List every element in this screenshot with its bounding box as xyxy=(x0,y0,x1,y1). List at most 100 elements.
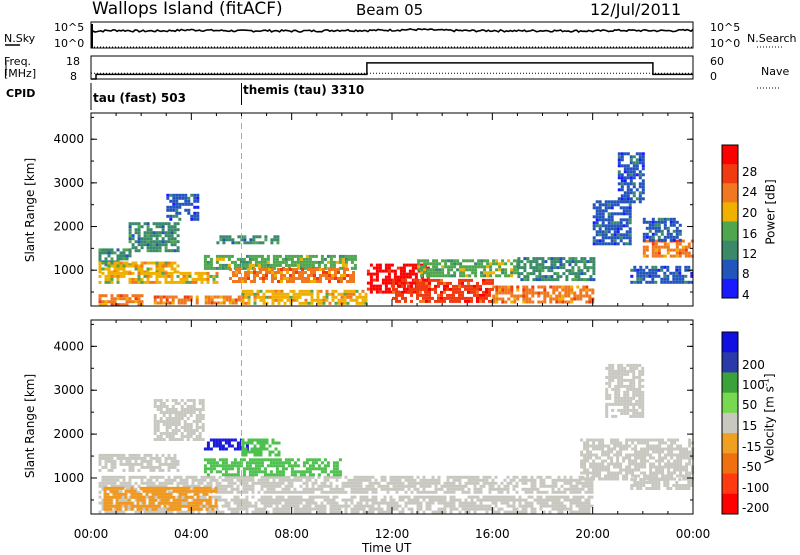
power-cell xyxy=(643,233,646,236)
velocity-cell xyxy=(219,499,222,502)
power-cell xyxy=(611,239,614,242)
power-cell xyxy=(403,273,406,276)
power-cell xyxy=(667,230,670,233)
velocity-cell xyxy=(172,405,175,408)
power-cell xyxy=(147,225,150,228)
power-cell xyxy=(251,293,254,296)
power-cell xyxy=(652,255,655,258)
velocity-cell xyxy=(189,476,192,479)
velocity-cell xyxy=(622,457,625,460)
power-cell xyxy=(599,218,602,221)
velocity-cell xyxy=(528,488,531,491)
velocity-cell xyxy=(375,508,378,511)
power-cell xyxy=(675,281,678,284)
velocity-cell xyxy=(640,457,643,460)
power-cell xyxy=(153,240,156,243)
velocity-cell xyxy=(140,487,143,490)
power-cell xyxy=(291,255,294,258)
power-cell xyxy=(642,197,645,200)
power-cell xyxy=(419,282,422,285)
power-cell xyxy=(169,296,172,299)
velocity-cell xyxy=(105,460,108,463)
velocity-cell xyxy=(168,466,171,469)
velocity-cell xyxy=(610,463,613,466)
power-cell xyxy=(642,182,645,185)
velocity-cell xyxy=(147,482,150,485)
power-cell xyxy=(538,257,541,260)
velocity-cell xyxy=(351,485,354,488)
velocity-cell xyxy=(141,479,144,482)
power-cell xyxy=(388,276,391,279)
velocity-cell xyxy=(318,511,321,514)
velocity-cell xyxy=(582,496,585,499)
velocity-cell xyxy=(261,485,264,488)
velocity-cell xyxy=(114,482,117,485)
velocity-cell xyxy=(108,457,111,460)
velocity-cell xyxy=(564,491,567,494)
velocity-cell xyxy=(198,511,201,514)
power-cell xyxy=(342,258,345,261)
velocity-cell xyxy=(468,505,471,508)
power-cell xyxy=(504,268,507,271)
velocity-cell xyxy=(237,502,240,505)
velocity-cell xyxy=(429,505,432,508)
velocity-cell xyxy=(204,479,207,482)
velocity-cell xyxy=(399,479,402,482)
velocity-cell xyxy=(123,457,126,460)
velocity-cell xyxy=(237,496,240,499)
velocity-cell xyxy=(576,479,579,482)
velocity-cell xyxy=(114,466,117,469)
velocity-cell xyxy=(477,505,480,508)
velocity-cell xyxy=(228,508,231,511)
velocity-cell xyxy=(119,508,122,511)
power-cell xyxy=(102,294,105,297)
power-cell xyxy=(428,282,431,285)
velocity-cell xyxy=(185,496,188,499)
power-cell xyxy=(181,197,184,200)
velocity-cell xyxy=(573,499,576,502)
power-cell xyxy=(571,272,574,275)
velocity-cell xyxy=(372,508,375,511)
velocity-cell xyxy=(570,488,573,491)
velocity-cell xyxy=(504,499,507,502)
power-cell xyxy=(525,286,528,289)
power-cell xyxy=(276,241,279,244)
power-cell xyxy=(147,231,150,234)
power-cell xyxy=(165,246,168,249)
velocity-cell xyxy=(279,502,282,505)
power-cell xyxy=(248,299,251,302)
power-cell xyxy=(154,299,157,302)
power-cell xyxy=(621,164,624,167)
power-cell xyxy=(412,267,415,270)
power-cell xyxy=(657,269,660,272)
power-cell xyxy=(453,271,456,274)
velocity-cell xyxy=(184,426,187,429)
velocity-cell xyxy=(193,411,196,414)
velocity-cell xyxy=(251,439,254,442)
velocity-cell xyxy=(519,511,522,514)
velocity-cell xyxy=(459,505,462,508)
velocity-cell xyxy=(504,479,507,482)
power-cell xyxy=(177,281,180,284)
velocity-cell xyxy=(640,472,643,475)
velocity-cell xyxy=(330,499,333,502)
velocity-cell xyxy=(595,454,598,457)
velocity-cell xyxy=(583,442,586,445)
velocity-cell xyxy=(579,482,582,485)
power-cell xyxy=(171,272,174,275)
power-cell xyxy=(468,268,471,271)
power-cell xyxy=(661,246,664,249)
power-cell xyxy=(126,294,129,297)
power-cell xyxy=(589,278,592,281)
power-cell xyxy=(388,273,391,276)
velocity-cell xyxy=(173,496,176,499)
velocity-cell xyxy=(586,472,589,475)
velocity-cell xyxy=(324,476,327,479)
power-cell xyxy=(340,280,343,283)
velocity-cell xyxy=(188,502,191,505)
power-cell xyxy=(298,271,301,274)
power-cell xyxy=(544,266,547,269)
velocity-cell xyxy=(480,488,483,491)
power-cell xyxy=(165,240,168,243)
velocity-cell xyxy=(561,479,564,482)
